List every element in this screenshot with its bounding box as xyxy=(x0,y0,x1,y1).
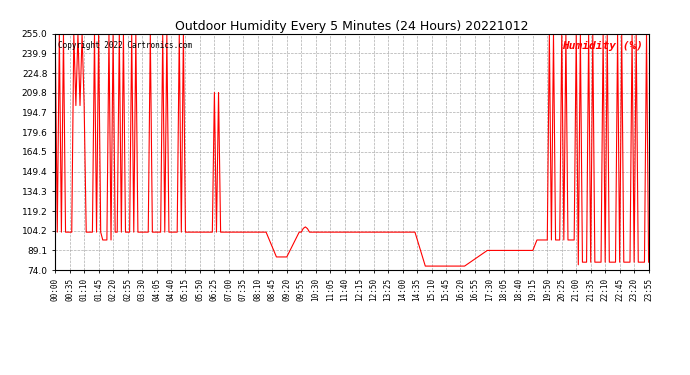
Title: Outdoor Humidity Every 5 Minutes (24 Hours) 20221012: Outdoor Humidity Every 5 Minutes (24 Hou… xyxy=(175,20,529,33)
Text: Humidity (%): Humidity (%) xyxy=(562,41,642,51)
Text: Copyright 2022 Cartronics.com: Copyright 2022 Cartronics.com xyxy=(58,41,193,50)
